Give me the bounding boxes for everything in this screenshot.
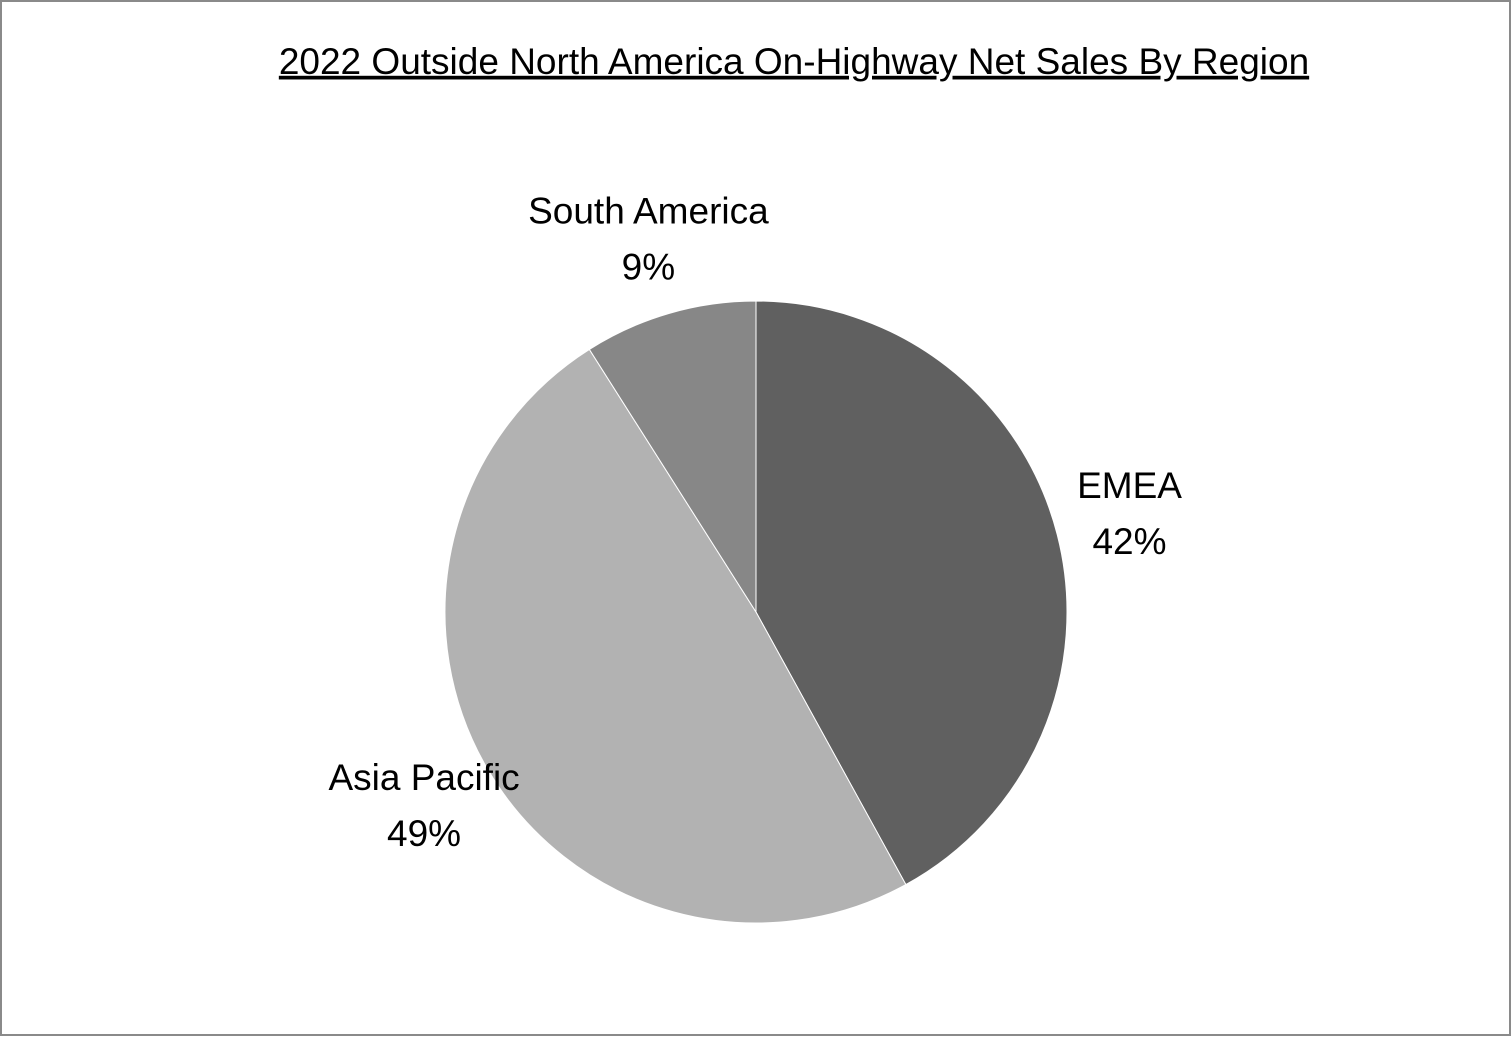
slice-label: EMEA bbox=[1077, 465, 1182, 506]
pie-slice bbox=[755, 300, 1068, 886]
pie-slice bbox=[444, 348, 907, 924]
slice-value-label: 49% bbox=[387, 813, 461, 854]
chart-title: 2022 Outside North America On-Highway Ne… bbox=[279, 41, 1309, 82]
pie-slice bbox=[588, 300, 757, 614]
slice-value-label: 42% bbox=[1092, 521, 1166, 562]
slice-label: Asia Pacific bbox=[328, 757, 519, 798]
slice-value-label: 9% bbox=[622, 246, 675, 287]
slice-label: South America bbox=[528, 190, 769, 231]
